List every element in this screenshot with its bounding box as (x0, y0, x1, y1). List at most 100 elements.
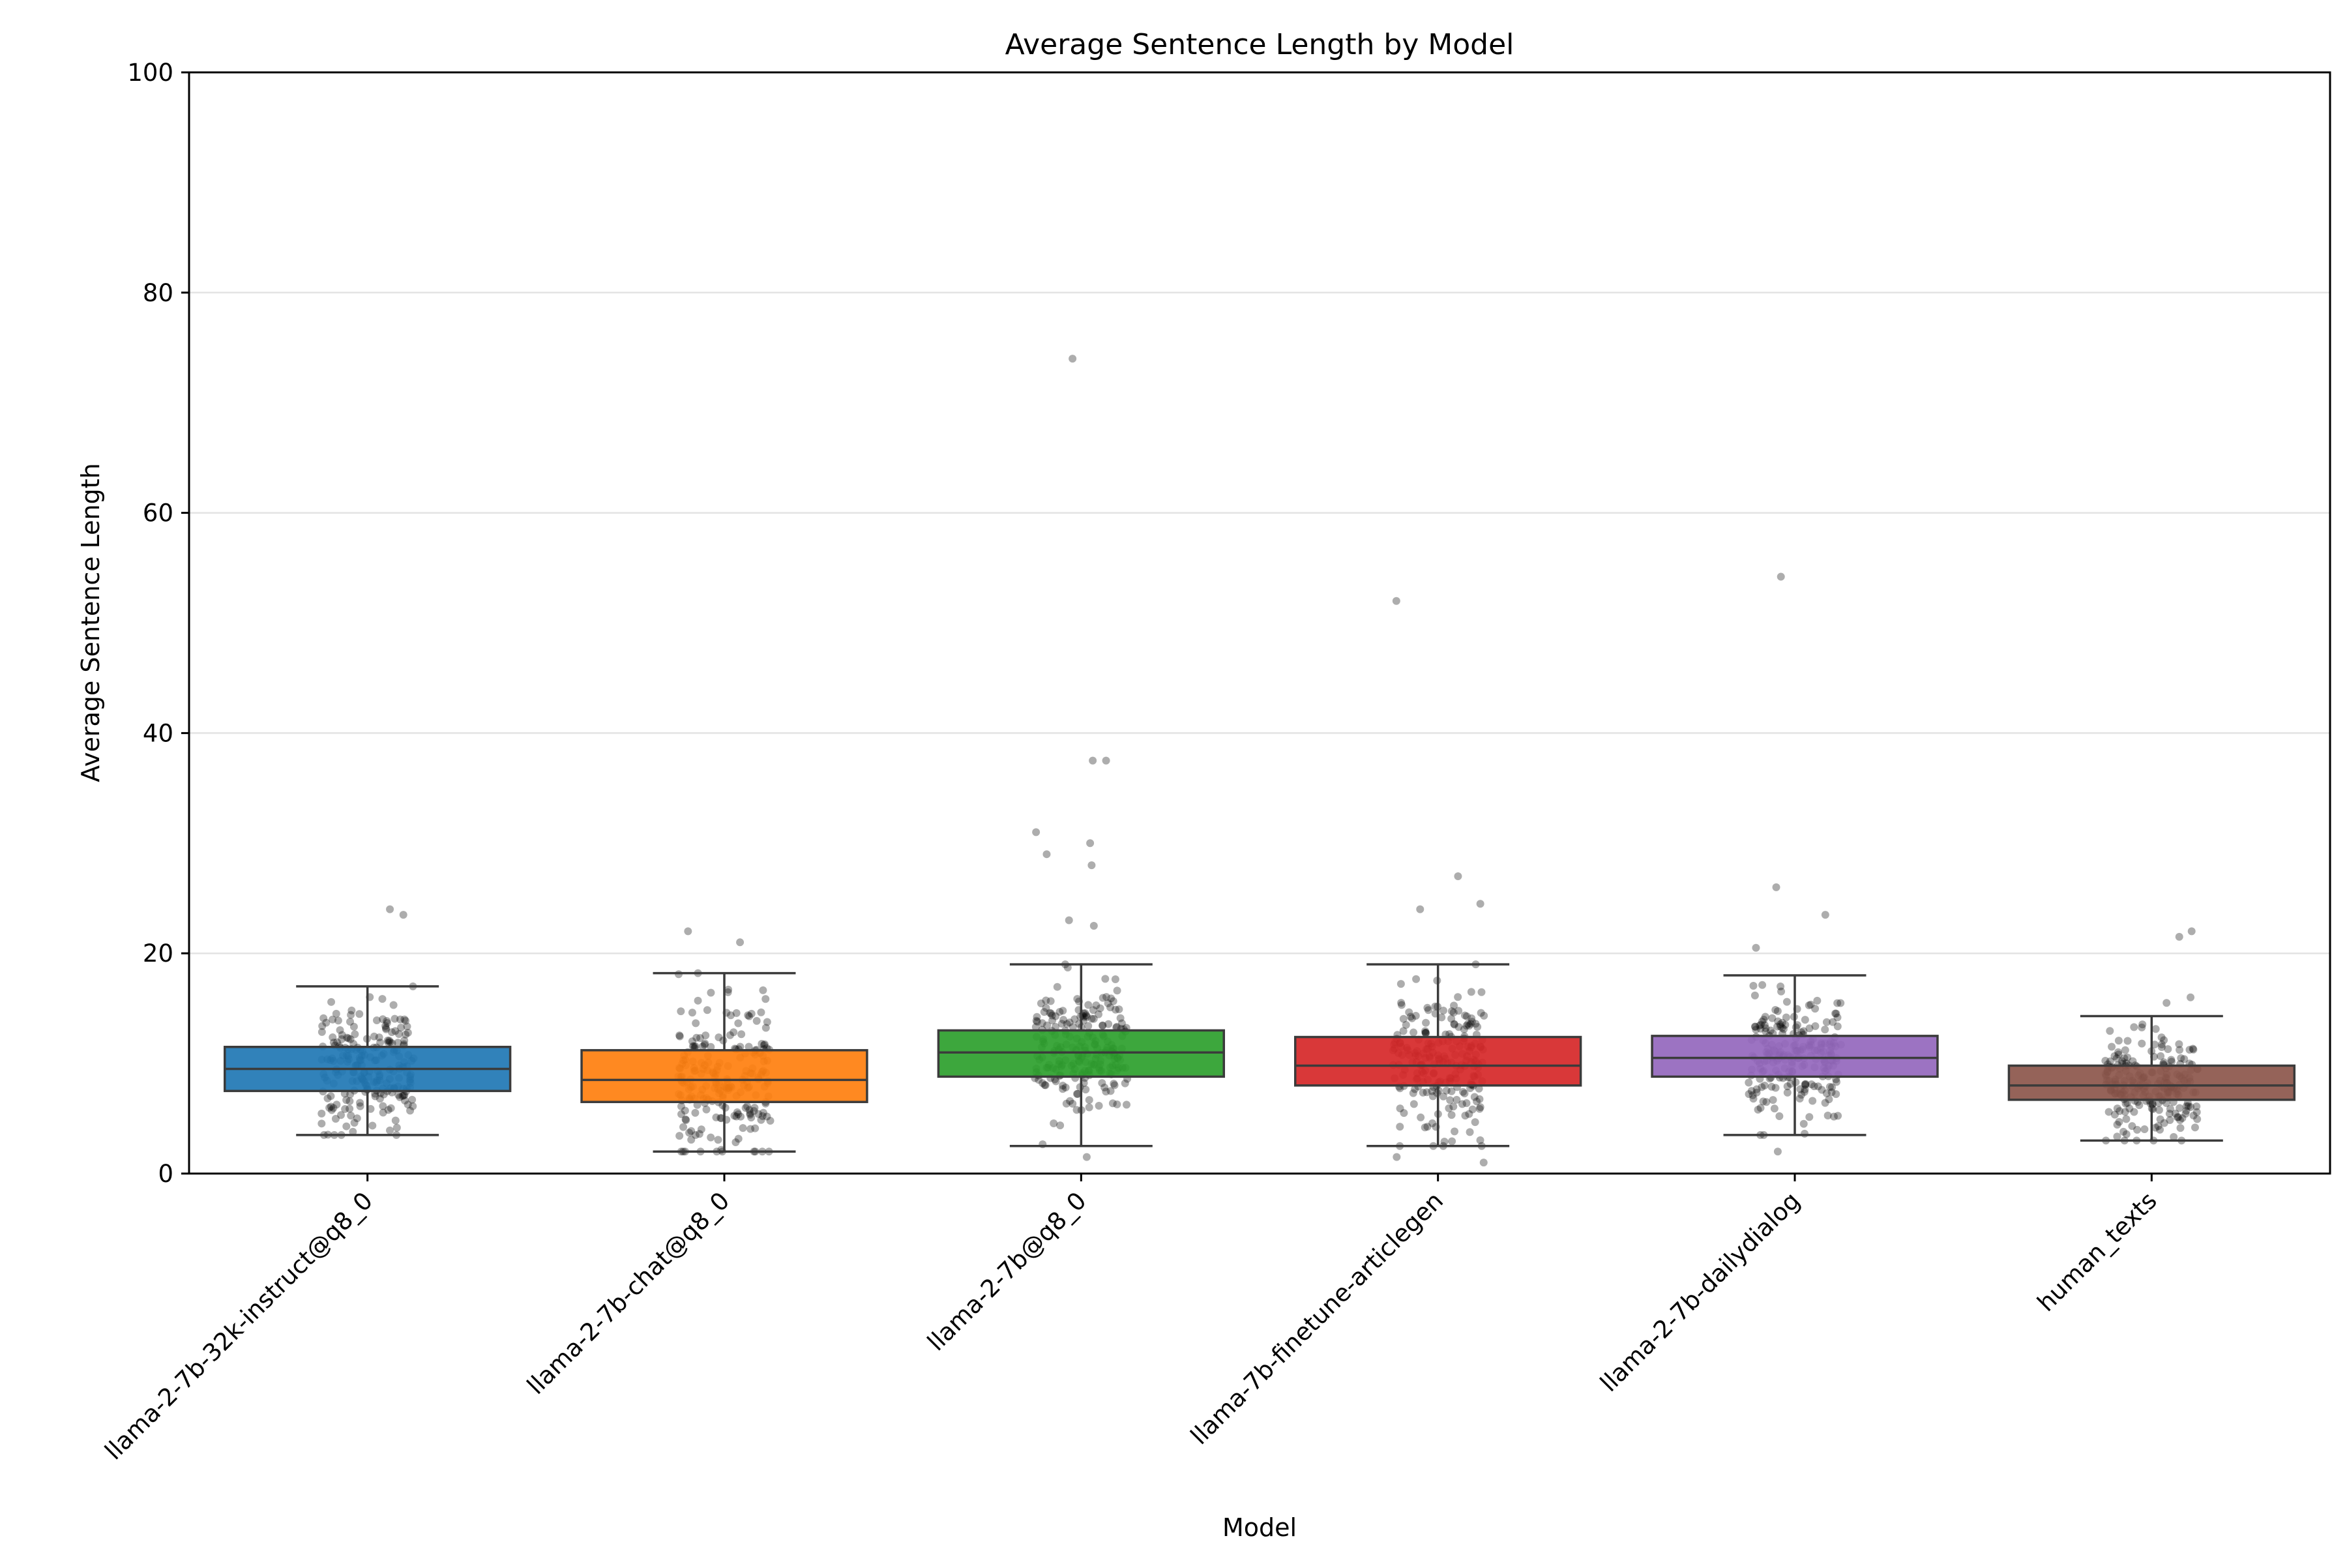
jitter-point (675, 1031, 684, 1040)
jitter-point (731, 1138, 740, 1147)
jitter-point (1829, 1112, 1838, 1121)
jitter-point (1747, 1087, 1756, 1095)
jitter-point (1082, 1011, 1091, 1020)
jitter-point (1111, 975, 1119, 984)
jitter-point (1808, 1097, 1817, 1105)
jitter-point (675, 1132, 684, 1140)
jitter-point (1460, 1011, 1469, 1020)
jitter-point (1774, 1017, 1782, 1026)
jitter-point (707, 1133, 715, 1142)
jitter-point (1070, 1015, 1079, 1024)
jitter-point (734, 1019, 743, 1028)
jitter-point (337, 1111, 346, 1119)
jitter-point (332, 1009, 340, 1018)
jitter-point (383, 1016, 391, 1025)
y-tick-label: 40 (143, 719, 173, 747)
jitter-point (1778, 1024, 1786, 1032)
jitter-point (346, 1090, 355, 1099)
jitter-point (1065, 916, 1073, 925)
jitter-point (341, 1105, 349, 1114)
jitter-point (1749, 981, 1758, 990)
jitter-point (1465, 1110, 1473, 1118)
jitter-point (1039, 1079, 1047, 1087)
jitter-point (384, 1106, 392, 1114)
jitter-point (1813, 996, 1822, 1005)
jitter-point (325, 1104, 334, 1112)
jitter-point (1783, 1088, 1792, 1097)
jitter-point (1106, 1087, 1115, 1095)
jitter-point (401, 1096, 409, 1104)
jitter-point (694, 996, 702, 1005)
jitter-point (1465, 1022, 1473, 1030)
jitter-point (1811, 1022, 1820, 1030)
jitter-point (707, 988, 715, 997)
jitter-point (347, 1011, 355, 1019)
jitter-point (1423, 1003, 1432, 1012)
jitter-point (1476, 900, 1484, 908)
jitter-point (739, 1124, 747, 1132)
jitter-point (1113, 1022, 1121, 1031)
jitter-point (741, 1104, 750, 1112)
boxes (223, 963, 2296, 1153)
jitter-point (1458, 1100, 1466, 1108)
jitter-point (2155, 1106, 2163, 1114)
jitter-point (1110, 1080, 1118, 1088)
jitter-point (2160, 1058, 2168, 1067)
jitter-point (2171, 1110, 2179, 1118)
jitter-point (1082, 1153, 1091, 1161)
jitter-point (409, 1102, 417, 1110)
jitter-point (1099, 994, 1107, 1002)
jitter-point (1751, 1023, 1760, 1031)
jitter-point (1033, 1013, 1041, 1021)
jitter-point (1745, 1078, 1753, 1087)
jitter-point (1773, 1007, 1782, 1015)
jitter-point (1834, 1112, 1842, 1120)
jitter-point (2125, 1104, 2134, 1113)
jitter-point (1055, 1008, 1064, 1016)
jitter-point (697, 1125, 705, 1134)
jitter-point (2165, 1110, 2174, 1118)
jitter-point (1419, 1088, 1427, 1097)
jitter-point (1750, 1022, 1759, 1031)
jitter-point (382, 1025, 391, 1033)
jitter-point (1754, 1105, 1762, 1114)
jitter-point (2182, 1106, 2191, 1115)
jitter-point (2123, 1053, 2132, 1061)
x-tick-label: llama-2-7b-chat@q8_0 (522, 1187, 735, 1400)
jitter-point (1821, 1026, 1829, 1034)
jitter-point (385, 1037, 394, 1045)
jitter-point (2122, 1130, 2131, 1138)
y-tick-label: 0 (158, 1160, 173, 1188)
jitter-point (1822, 1089, 1831, 1097)
jitter-point (406, 1106, 415, 1115)
jitter-point (2193, 1115, 2202, 1123)
jitter-point (2138, 1039, 2146, 1048)
jitter-point (1827, 1083, 1836, 1091)
jitter-point (2115, 1117, 2123, 1126)
jitter-point (1393, 1153, 1401, 1161)
jitter-point (1117, 1019, 1126, 1028)
jitter-point (2120, 1054, 2129, 1063)
jitter-point (1423, 1088, 1431, 1097)
jitter-point (716, 1114, 725, 1122)
jitter-point (1778, 1018, 1786, 1027)
jitter-point (1818, 1086, 1826, 1094)
jitter-point (750, 1104, 759, 1112)
jitter-point (1040, 1008, 1048, 1016)
jitter-point (1760, 1081, 1769, 1089)
jitter-point (1477, 1009, 1485, 1017)
jitter-point (1756, 1024, 1765, 1033)
jitter-point (319, 1014, 328, 1022)
jitter-point (379, 1015, 387, 1024)
jitter-point (2189, 1111, 2198, 1119)
jitter-point (745, 1043, 753, 1051)
jitter-point (690, 1042, 698, 1050)
jitter-point (1095, 1102, 1103, 1110)
jitter-point (677, 1102, 685, 1110)
jitter-point (1479, 1159, 1488, 1167)
jitter-point (1833, 999, 1842, 1007)
jitter-point (2133, 1125, 2142, 1134)
jitter-point (692, 1019, 700, 1028)
jitter-point (353, 1114, 361, 1123)
jitter-point (400, 1091, 409, 1099)
